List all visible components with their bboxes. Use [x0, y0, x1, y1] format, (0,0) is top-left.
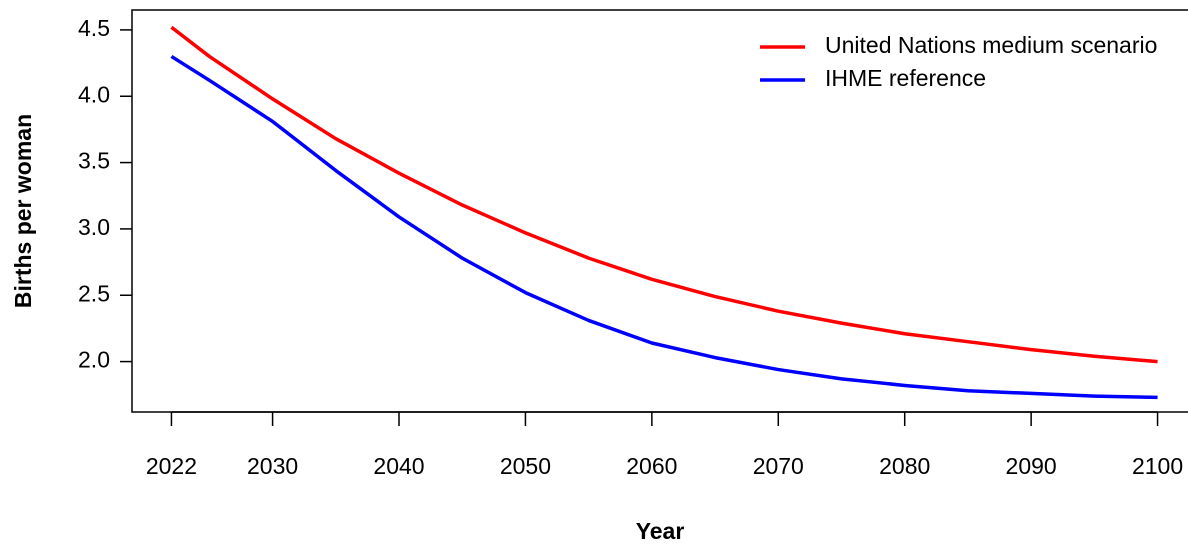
plot-frame — [131, 9, 1188, 413]
y-tick-label: 3.5 — [78, 148, 110, 174]
x-tick-label: 2060 — [626, 453, 677, 479]
x-tick-label: 2030 — [247, 453, 298, 479]
x-tick-label: 2080 — [879, 453, 930, 479]
x-axis-label: Year — [636, 518, 685, 544]
y-tick-label: 2.0 — [78, 347, 110, 373]
legend-label: IHME reference — [825, 65, 986, 91]
plot-area — [170, 25, 1158, 400]
x-tick-label: 2050 — [500, 453, 551, 479]
y-axis-label: Births per woman — [10, 114, 36, 308]
x-tick-label: 2040 — [373, 453, 424, 479]
x-tick-label: 2090 — [1006, 453, 1057, 479]
y-tick-label: 3.0 — [78, 214, 110, 240]
x-tick-label: 2022 — [146, 453, 197, 479]
y-tick-label: 4.0 — [78, 81, 110, 107]
x-tick-label: 2100 — [1132, 453, 1183, 479]
y-tick-label: 2.5 — [78, 280, 110, 306]
x-tick-label: 2070 — [753, 453, 804, 479]
y-tick-label: 4.5 — [78, 15, 110, 41]
legend-label: United Nations medium scenario — [825, 32, 1157, 58]
series-line — [170, 54, 1158, 400]
series-line — [170, 25, 1158, 364]
